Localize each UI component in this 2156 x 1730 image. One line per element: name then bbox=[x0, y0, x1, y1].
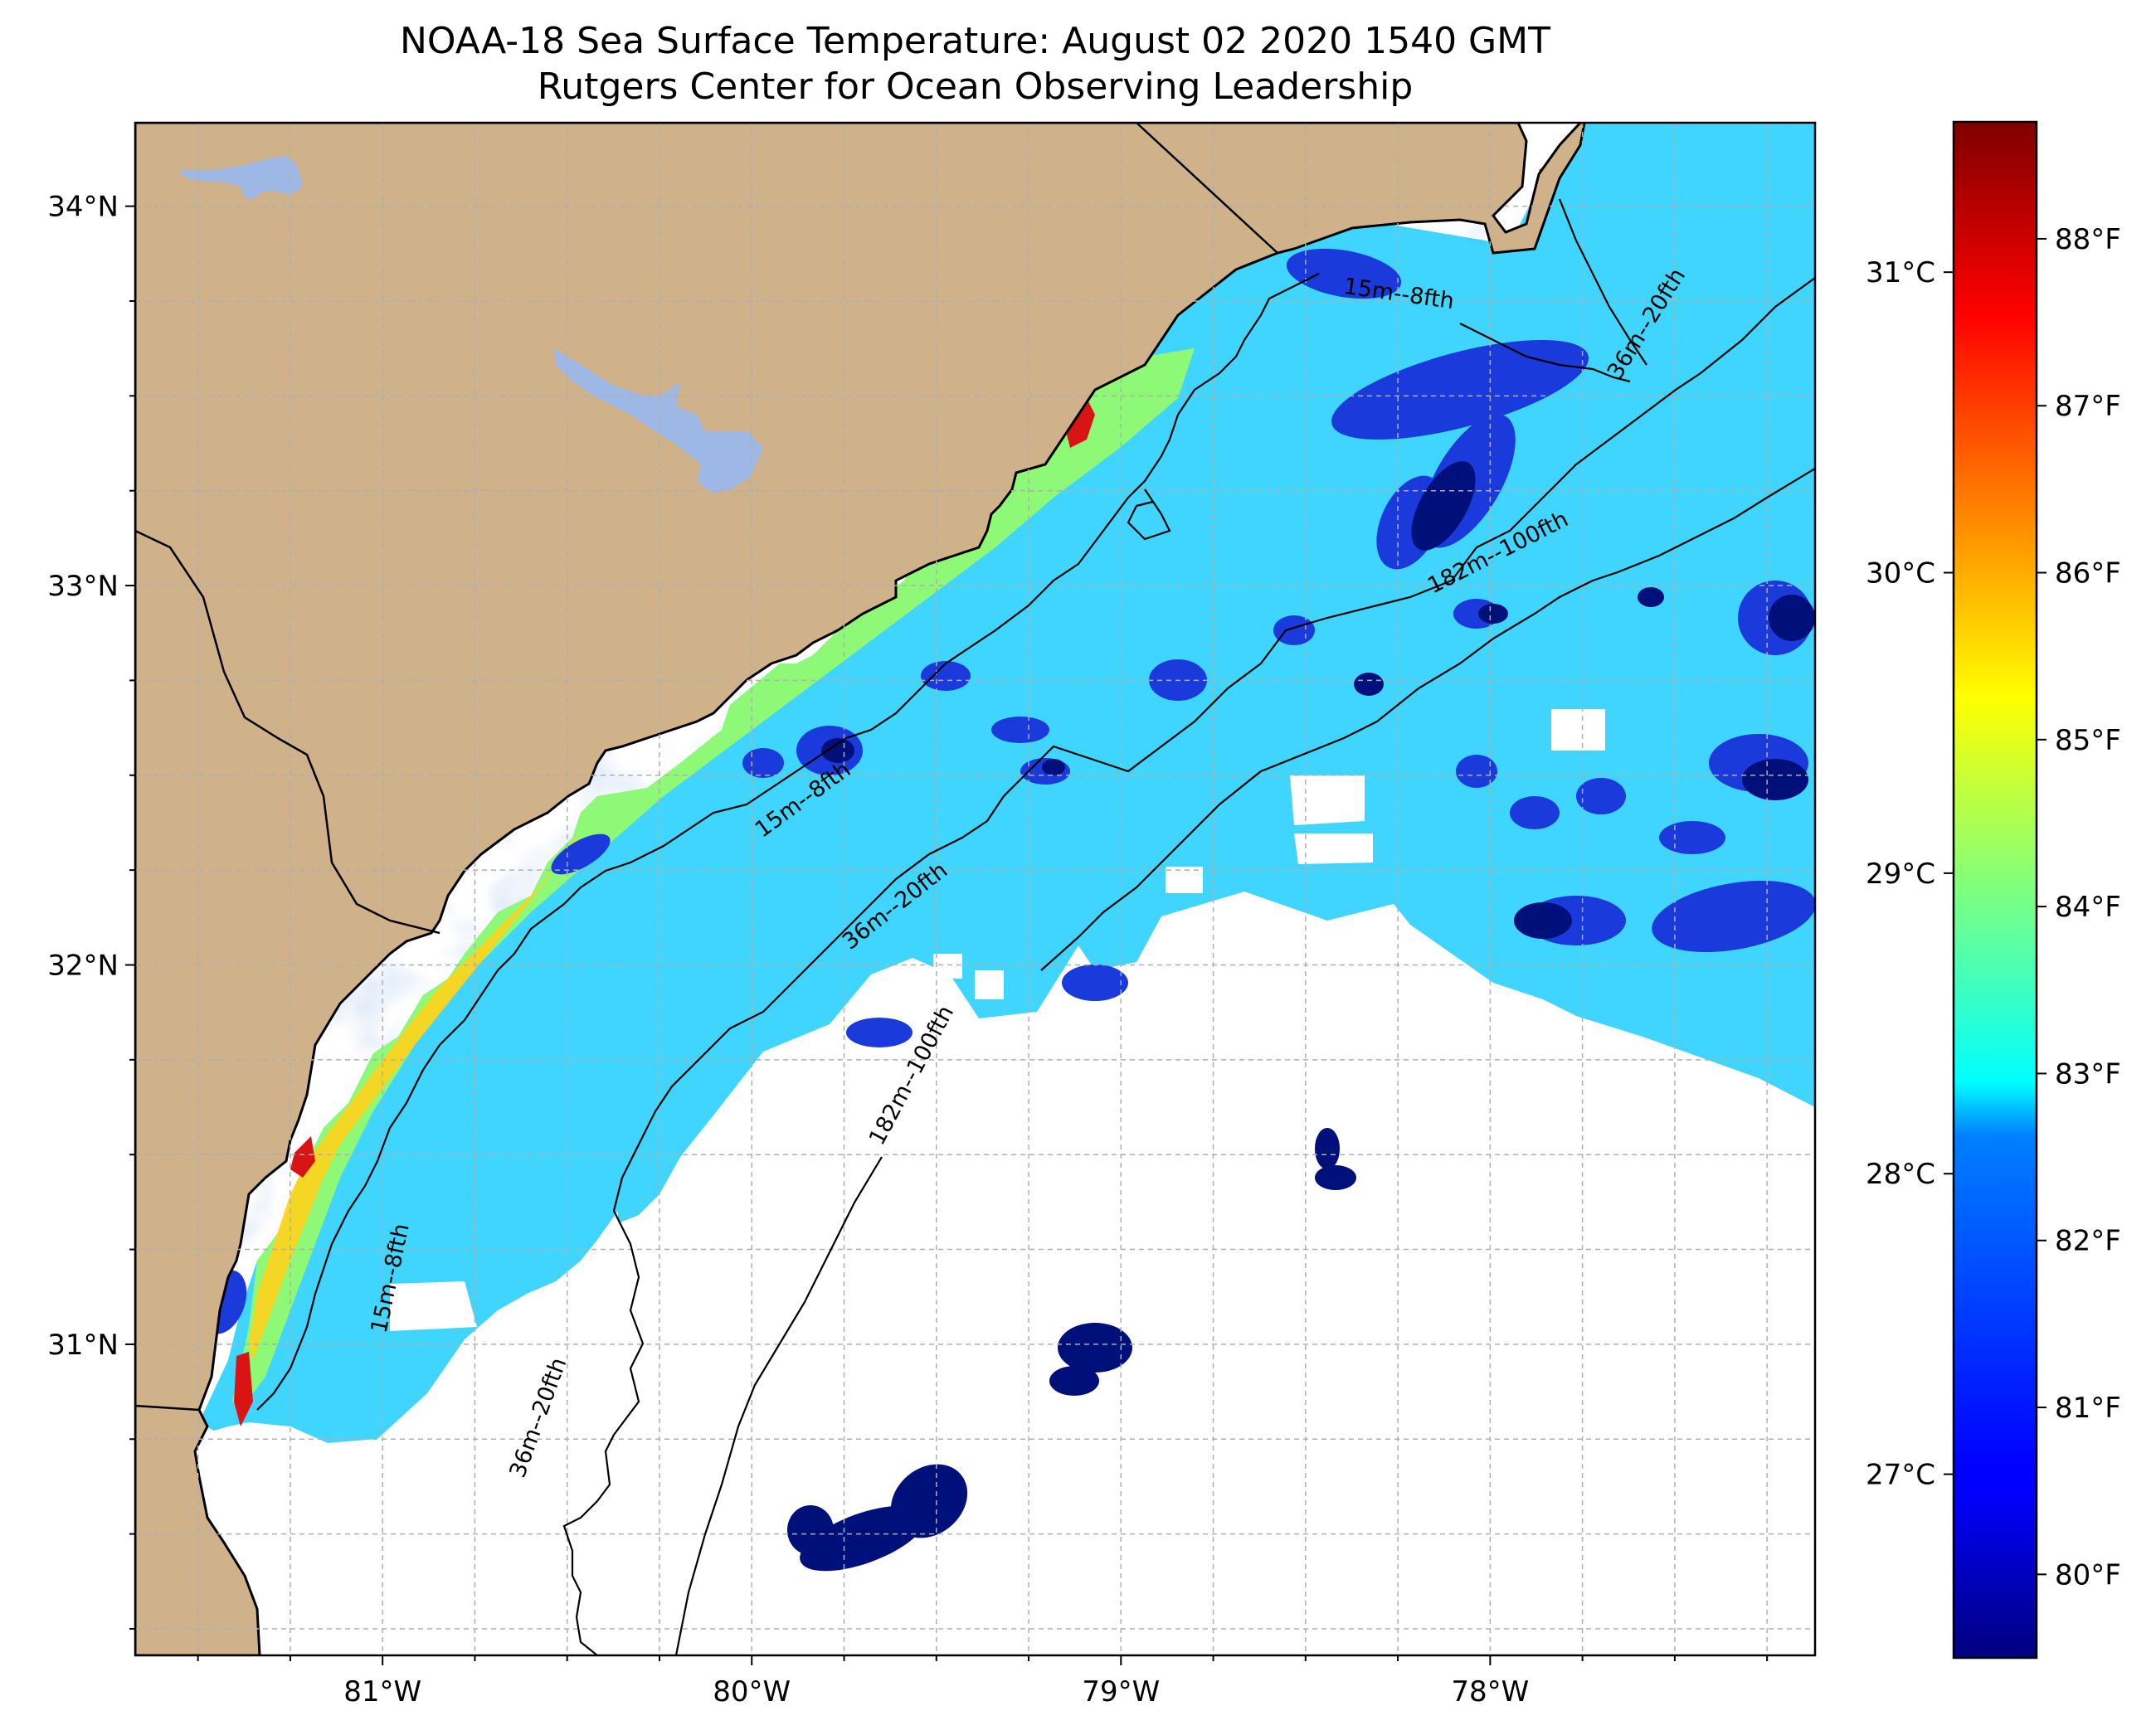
colorbar-f-label: 84°F bbox=[2055, 891, 2121, 924]
lake-moultrie-marion bbox=[554, 348, 763, 493]
contour-15m bbox=[256, 273, 1320, 1411]
colorbar-f-label: 85°F bbox=[2055, 724, 2121, 757]
y-tick-label: 33°N bbox=[47, 570, 119, 603]
colorbar-f-label: 86°F bbox=[2055, 557, 2121, 590]
state-boundaries bbox=[135, 123, 1278, 1412]
map-axes: 81°W 80°W 79°W 78°W 31°N 32°N 33°N 34°N bbox=[47, 191, 1769, 1708]
colorbar-f-label: 80°F bbox=[2055, 1558, 2121, 1592]
colorbar-f-label: 87°F bbox=[2055, 390, 2121, 423]
contour-36m-rough bbox=[1127, 488, 1171, 541]
colorbar-c-label: 31°C bbox=[1866, 256, 1935, 289]
x-tick-label: 79°W bbox=[1082, 1675, 1160, 1708]
sst-warm-shelf bbox=[232, 348, 1195, 1410]
colorbar-f-label: 81°F bbox=[2055, 1392, 2121, 1425]
bathymetry-contours bbox=[256, 198, 1815, 1655]
colorbar-c-label: 28°C bbox=[1866, 1158, 1935, 1191]
contour-15m-north bbox=[1459, 323, 1631, 383]
x-tick-label: 80°W bbox=[713, 1675, 791, 1708]
colorbar-f-label: 88°F bbox=[2055, 223, 2121, 256]
cloud-masks bbox=[390, 709, 1605, 1331]
y-tick-label: 31°N bbox=[47, 1329, 119, 1362]
x-tick-label: 81°W bbox=[343, 1675, 421, 1708]
y-tick-label: 32°N bbox=[47, 949, 119, 982]
contour-15m-lines bbox=[1558, 198, 1647, 366]
colorbar-f-label: 82°F bbox=[2055, 1225, 2121, 1258]
colorbar-c-label: 27°C bbox=[1866, 1459, 1935, 1492]
x-tick-label: 78°W bbox=[1451, 1675, 1529, 1708]
colorbar-gradient bbox=[1952, 120, 2038, 1660]
map-frame bbox=[134, 121, 1817, 1657]
contour-182m-south bbox=[674, 1156, 883, 1655]
figure-subtitle: Rutgers Center for Ocean Observing Leade… bbox=[537, 66, 1414, 108]
colorbar-f-label: 83°F bbox=[2055, 1057, 2121, 1091]
colorbar-ticks: 80°F 81°F 82°F 83°F 84°F 85°F 86°F 87°F 88°F 27°C… bbox=[1866, 223, 2121, 1592]
sst-hot-spot-3 bbox=[234, 1352, 253, 1426]
colorbar-c-label: 30°C bbox=[1866, 557, 1935, 590]
y-tick-label: 34°N bbox=[47, 191, 119, 224]
figure-title: NOAA-18 Sea Surface Temperature: August … bbox=[400, 20, 1550, 62]
lake-north bbox=[178, 156, 303, 199]
contour-36m bbox=[612, 277, 1815, 1436]
land-mass bbox=[135, 123, 1586, 1655]
sst-cold-cores bbox=[787, 461, 1815, 1572]
map-panel: 15m--8fth15m--8fth15m--8fth36m--20fth36m… bbox=[135, 123, 1815, 1655]
map-gridlines bbox=[135, 123, 1815, 1655]
contour-36m-south bbox=[562, 1434, 615, 1655]
contour-182m bbox=[1040, 468, 1815, 971]
colorbar: 80°F 81°F 82°F 83°F 84°F 85°F 86°F 87°F 88°F 27°C… bbox=[1866, 120, 2121, 1660]
colorbar-c-label: 29°C bbox=[1866, 858, 1935, 891]
sst-swath bbox=[199, 123, 1815, 1443]
